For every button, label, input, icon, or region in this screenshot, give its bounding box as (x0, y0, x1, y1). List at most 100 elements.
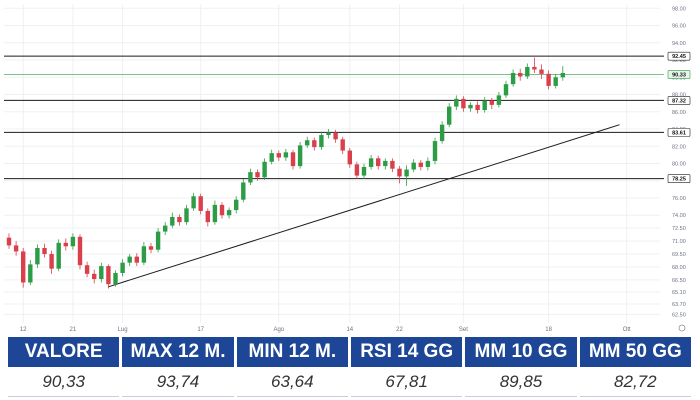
candle-body (21, 251, 26, 283)
candle-body (113, 272, 118, 285)
y-tick-label: 72.50 (672, 226, 686, 232)
candle-body (454, 98, 459, 107)
candle-body (397, 168, 402, 177)
price-badge (667, 51, 691, 61)
candle-body (92, 273, 97, 280)
candle-body (368, 158, 374, 167)
candle-body (447, 106, 452, 125)
candle-body (63, 242, 68, 247)
price-badge (667, 96, 691, 105)
candle-body (532, 66, 537, 70)
candle-body (390, 160, 395, 169)
header-valore: VALORE (8, 337, 120, 367)
candle-body (84, 265, 90, 274)
candle-body (425, 160, 431, 167)
value-mm-50gg: 82,72 (579, 367, 691, 397)
y-tick-label: 98.00 (672, 6, 686, 12)
candle-body (461, 98, 466, 109)
candle-body (77, 236, 83, 266)
candle-body (383, 160, 388, 167)
candle-body (418, 162, 423, 167)
candle-body (13, 245, 19, 252)
candle-body (241, 182, 246, 200)
candle-body (42, 247, 47, 255)
candle-body (255, 172, 260, 178)
value-rsi-14gg: 67,81 (350, 367, 463, 397)
candle-body (510, 72, 516, 85)
candle-body (191, 196, 196, 209)
header-mm-10gg: MM 10 GG (465, 337, 577, 367)
candle-body (219, 204, 225, 216)
candle-body (155, 231, 161, 250)
candle-body (503, 84, 509, 96)
value-mm-10gg: 89,85 (465, 367, 577, 397)
price-badge-label: 78.25 (672, 177, 686, 183)
candle-body (184, 208, 189, 223)
candle-body (106, 266, 111, 285)
candle-body (305, 140, 310, 146)
y-tick-label: 74.00 (672, 213, 686, 219)
price-badge-label: 87.32 (672, 98, 686, 104)
candle-body (170, 216, 175, 226)
candle-body (340, 139, 345, 151)
price-badge (667, 70, 691, 79)
candle-body (234, 199, 239, 211)
candle-body (347, 150, 352, 165)
y-tick-label: 69.50 (672, 252, 686, 258)
candle-body (248, 172, 253, 183)
x-tick-label: Lug (118, 327, 128, 333)
y-tick-label: 63.70 (672, 302, 686, 308)
candle-body (262, 161, 267, 178)
candle-body (35, 247, 40, 265)
candle-body (376, 158, 381, 167)
y-tick-label: 94.00 (672, 41, 686, 47)
y-tick-label: 66.50 (672, 278, 686, 284)
candle-body (290, 152, 296, 167)
x-tick-label: Ago (273, 327, 284, 333)
header-min-12m: MIN 12 M. (236, 337, 348, 367)
y-tick-label: 62.50 (672, 312, 686, 318)
y-tick-label: 96.00 (672, 24, 686, 30)
candle-body (525, 66, 530, 77)
candle-body (297, 145, 303, 167)
price-chart: 62.50 63.70 65.10 66.50 68.00 69.50 71.00 72.50… (4, 4, 691, 333)
y-tick-label: 76.00 (672, 196, 686, 202)
candle-body (333, 132, 338, 140)
candle-body (49, 254, 54, 269)
candle-body (560, 72, 565, 78)
candle-body (70, 236, 76, 247)
y-tick-label: 68.00 (672, 265, 686, 271)
candle-body (468, 104, 473, 109)
candle-body (226, 210, 232, 216)
y-tick-label: 71.00 (672, 239, 686, 245)
candle-body (120, 262, 125, 273)
price-badge-label: 90.33 (672, 72, 686, 78)
candle-body (354, 164, 360, 176)
x-tick-label: 22 (396, 327, 403, 333)
candle-body (56, 242, 61, 269)
stats-header-row: VALORE MAX 12 M. MIN 12 M. RSI 14 GG MM … (8, 337, 691, 367)
y-tick-label: 80.00 (672, 162, 686, 168)
price-badge-label: 83.61 (672, 130, 686, 136)
header-mm-50gg: MM 50 GG (579, 337, 691, 367)
candle-body (411, 162, 416, 170)
x-tick-label: 14 (346, 327, 353, 333)
candle-body (134, 256, 139, 263)
candle-body (177, 216, 182, 223)
candle-body (404, 169, 409, 177)
candle-body (205, 210, 210, 223)
price-badge (667, 174, 691, 183)
x-tick-label: 21 (70, 327, 77, 333)
candle-body (489, 100, 494, 105)
candlestick-chart: 62.50 63.70 65.10 66.50 68.00 69.50 71.00 72.50… (4, 4, 691, 333)
price-badge-label: 92.45 (672, 54, 686, 60)
value-valore: 90,33 (8, 367, 120, 397)
candle-body (482, 100, 487, 111)
candle-body (312, 140, 317, 148)
price-badge (667, 128, 691, 137)
stats-value-row: 90,33 93,74 63,64 67,81 89,85 82,72 (8, 367, 691, 397)
candle-body (269, 153, 274, 162)
x-tick-label: 17 (197, 327, 204, 333)
x-tick-label: Set (459, 327, 468, 333)
settings-icon (678, 324, 686, 332)
